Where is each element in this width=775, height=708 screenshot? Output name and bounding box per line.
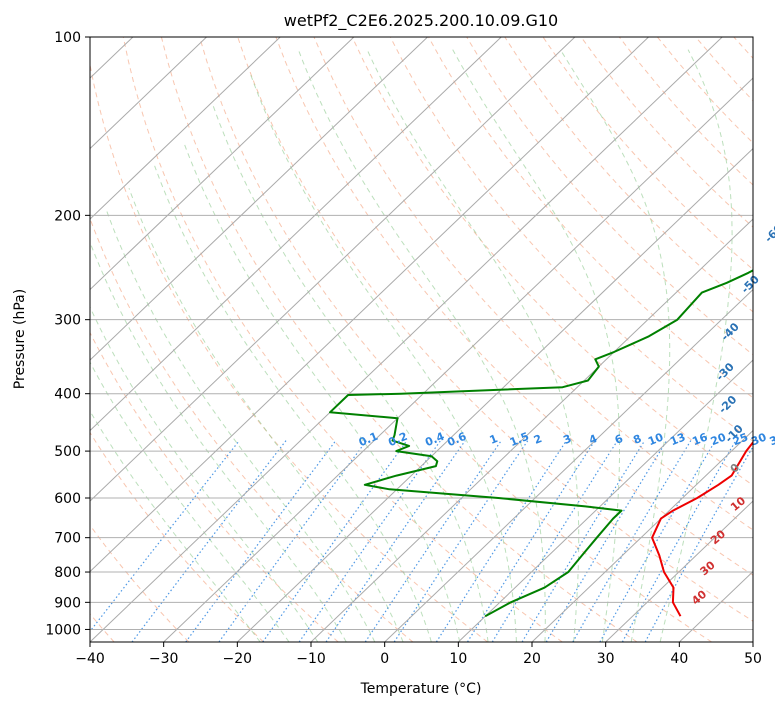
mixing-ratio-label: 3 bbox=[561, 432, 573, 447]
dry-adiabat bbox=[160, 37, 638, 642]
isotherm bbox=[605, 500, 753, 642]
mixing-ratio-label: 10 bbox=[646, 430, 665, 448]
moist-adiabat bbox=[249, 72, 517, 642]
x-tick-label: −30 bbox=[149, 651, 179, 667]
mixing-ratio-line bbox=[364, 440, 502, 642]
moist-adiabat bbox=[154, 165, 432, 642]
isotherm bbox=[90, 37, 281, 220]
isotherm bbox=[457, 359, 753, 642]
moist-adiabat bbox=[297, 49, 546, 642]
plot-frame bbox=[89, 36, 754, 643]
mixing-ratio-line bbox=[545, 440, 668, 642]
isotherm bbox=[90, 37, 207, 150]
x-tick-label: −40 bbox=[75, 651, 105, 667]
isotherm bbox=[384, 288, 753, 642]
mixing-ratio-label: 2 bbox=[532, 432, 544, 447]
mixing-ratio-line bbox=[185, 440, 337, 642]
y-axis-ticks: 100 200 300 400 500 600 700 800 900 1000 bbox=[45, 30, 90, 638]
mixing-ratio-label: 16 bbox=[690, 430, 709, 448]
dry-adiabat bbox=[90, 217, 414, 642]
y-tick-label: 800 bbox=[54, 565, 81, 581]
isotherm bbox=[163, 77, 753, 642]
moist-adiabat bbox=[659, 49, 733, 642]
mixing-ratio-line bbox=[599, 440, 716, 642]
moist-adiabat bbox=[90, 305, 319, 642]
mixing-ratio-line bbox=[644, 445, 753, 642]
mixing-ratio-line bbox=[298, 440, 441, 642]
y-tick-label: 1000 bbox=[45, 622, 81, 638]
chart-title: wetPf2_C2E6.2025.200.10.09.G10 bbox=[284, 11, 558, 31]
dry-adiabat bbox=[90, 62, 488, 642]
dry-adiabat bbox=[90, 431, 264, 642]
dewpoint-profile bbox=[329, 269, 753, 618]
x-axis-ticks: −40 −30 −20 −10 0 10 20 30 40 50 bbox=[75, 642, 762, 667]
mixing-ratio-label: 1 bbox=[488, 432, 500, 447]
moist-adiabat bbox=[90, 361, 290, 642]
dry-adiabat bbox=[466, 37, 753, 356]
mixing-ratio-line bbox=[521, 440, 646, 642]
y-tick-label: 900 bbox=[54, 595, 81, 611]
x-tick-label: 50 bbox=[744, 651, 762, 667]
moist-adiabat bbox=[90, 241, 347, 642]
mixing-ratio-line bbox=[572, 440, 692, 642]
mixing-ratio-label: 25 bbox=[731, 431, 750, 449]
isotherm bbox=[531, 429, 753, 642]
mixing-ratio-label: 8 bbox=[631, 432, 643, 447]
y-tick-label: 400 bbox=[54, 387, 81, 403]
temperature-profile bbox=[651, 440, 753, 617]
isotherm bbox=[90, 37, 502, 432]
dry-adiabat bbox=[389, 37, 753, 442]
x-tick-label: 10 bbox=[449, 651, 467, 667]
y-tick-label: 300 bbox=[54, 313, 81, 329]
y-tick-label: 600 bbox=[54, 491, 81, 507]
y-tick-label: 500 bbox=[54, 444, 81, 460]
mixing-ratio-label: 36 bbox=[768, 430, 775, 448]
y-axis-label: Pressure (hPa) bbox=[12, 289, 28, 389]
mixing-ratio-label: 30 bbox=[749, 430, 768, 448]
y-tick-label: 100 bbox=[54, 30, 81, 46]
pressure-gridlines bbox=[90, 36, 753, 630]
mixing-ratio-line bbox=[435, 440, 567, 642]
x-axis-label: Temperature (°C) bbox=[360, 681, 482, 697]
moist-adiabat bbox=[128, 188, 404, 642]
mixing-ratio-line bbox=[90, 440, 240, 633]
mixing-ratio-label: 20 bbox=[709, 430, 728, 448]
mixing-ratio-label: 13 bbox=[668, 431, 687, 449]
isotherm bbox=[90, 37, 723, 642]
isotherm bbox=[90, 37, 428, 361]
sounding-profiles bbox=[329, 269, 753, 618]
x-tick-label: −10 bbox=[296, 651, 326, 667]
mixing-ratio-line bbox=[466, 440, 596, 642]
moist-adiabat bbox=[90, 410, 261, 642]
isotherm bbox=[90, 37, 576, 502]
moist-adiabat bbox=[559, 49, 671, 642]
x-tick-label: 20 bbox=[523, 651, 541, 667]
moist-adiabat bbox=[366, 49, 580, 642]
x-tick-label: 0 bbox=[380, 651, 389, 667]
isotherm bbox=[310, 218, 753, 642]
x-tick-label: −20 bbox=[223, 651, 253, 667]
mixing-ratio-line bbox=[491, 440, 619, 642]
mixing-ratio-line bbox=[621, 440, 737, 642]
y-tick-label: 700 bbox=[54, 531, 81, 547]
x-tick-label: 40 bbox=[670, 651, 688, 667]
plot-background bbox=[90, 37, 753, 642]
isotherm bbox=[90, 37, 355, 291]
mixing-ratio-line bbox=[325, 440, 466, 642]
dry-adiabat bbox=[90, 524, 190, 642]
y-tick-label: 200 bbox=[54, 208, 81, 224]
isotherm bbox=[236, 147, 753, 642]
mixing-ratio-line bbox=[218, 440, 367, 642]
dry-adiabat bbox=[504, 37, 753, 313]
dry-adiabat bbox=[351, 37, 753, 486]
x-tick-label: 30 bbox=[597, 651, 615, 667]
isotherm bbox=[90, 37, 649, 573]
